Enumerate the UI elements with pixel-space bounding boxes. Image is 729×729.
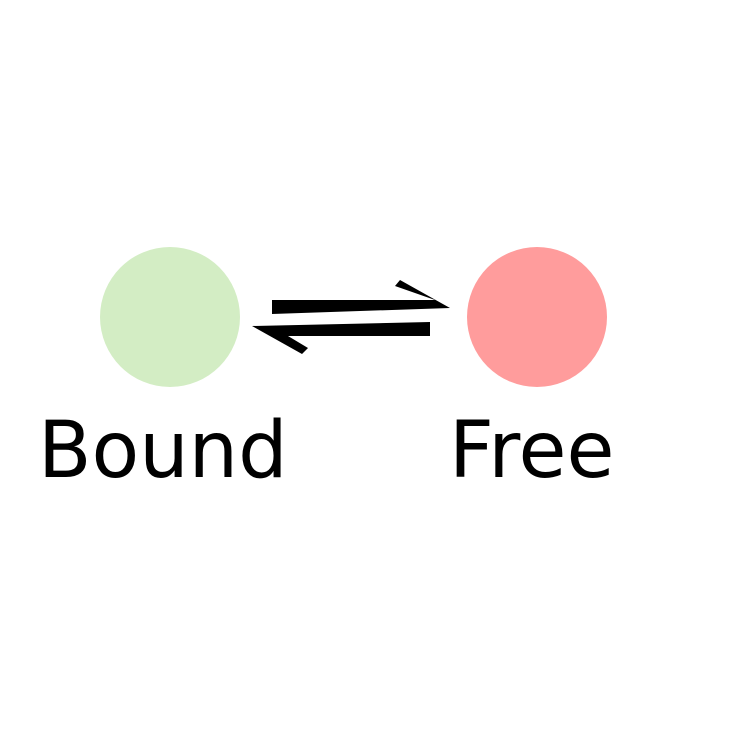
bound-label: Bound [38,406,288,496]
reverse-arrow [252,322,430,354]
free-state-circle [467,247,607,387]
bound-state-circle [100,247,240,387]
forward-arrow [272,280,450,314]
free-label: Free [449,406,615,496]
equilibrium-arrows-icon [252,280,450,354]
